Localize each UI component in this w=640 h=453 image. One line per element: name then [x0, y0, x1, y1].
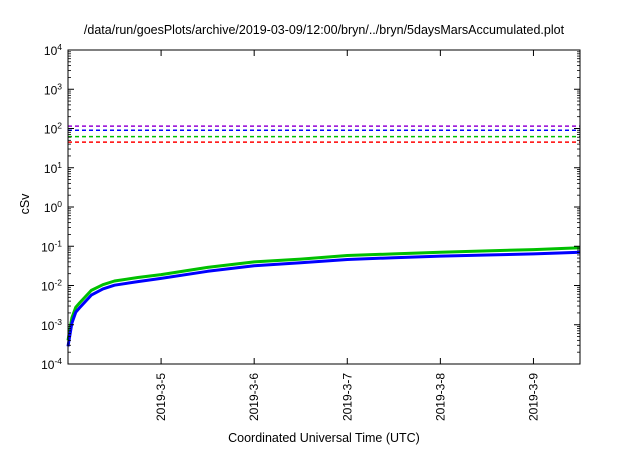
- y-tick-label-8: 104: [44, 42, 62, 58]
- plot-frame: [67, 49, 581, 365]
- y-tick-label-6: 102: [44, 121, 62, 137]
- x-tick-label-0: 2019-3-5: [154, 373, 168, 421]
- y-tick-label-4: 100: [44, 199, 62, 215]
- chart-title: /data/run/goesPlots/archive/2019-03-09/1…: [84, 23, 565, 37]
- data-series: [66, 246, 581, 347]
- y-tick-label-2: 10-2: [41, 278, 62, 294]
- y-axis-label: cSv: [18, 193, 32, 215]
- series-line-0: [66, 246, 581, 341]
- x-tick-label-1: 2019-3-6: [247, 373, 261, 421]
- axes: 10-4 10-3 10-2 10-1 100 101 102 103 104 2019-3-5 2…: [41, 42, 581, 421]
- y-tick-label-3: 10-1: [41, 238, 62, 254]
- y-tick-label-1: 10-3: [41, 317, 62, 333]
- y-tick-label-0: 10-4: [41, 356, 62, 372]
- x-tick-label-3: 2019-3-8: [433, 373, 447, 421]
- y-tick-label-7: 103: [44, 81, 62, 97]
- threshold-lines: [68, 125, 580, 143]
- x-axis-label: Coordinated Universal Time (UTC): [228, 431, 420, 445]
- y-tick-label-5: 101: [44, 160, 62, 176]
- x-tick-label-2: 2019-3-7: [340, 373, 354, 421]
- series-line-1: [66, 250, 581, 347]
- x-tick-label-4: 2019-3-9: [526, 373, 540, 421]
